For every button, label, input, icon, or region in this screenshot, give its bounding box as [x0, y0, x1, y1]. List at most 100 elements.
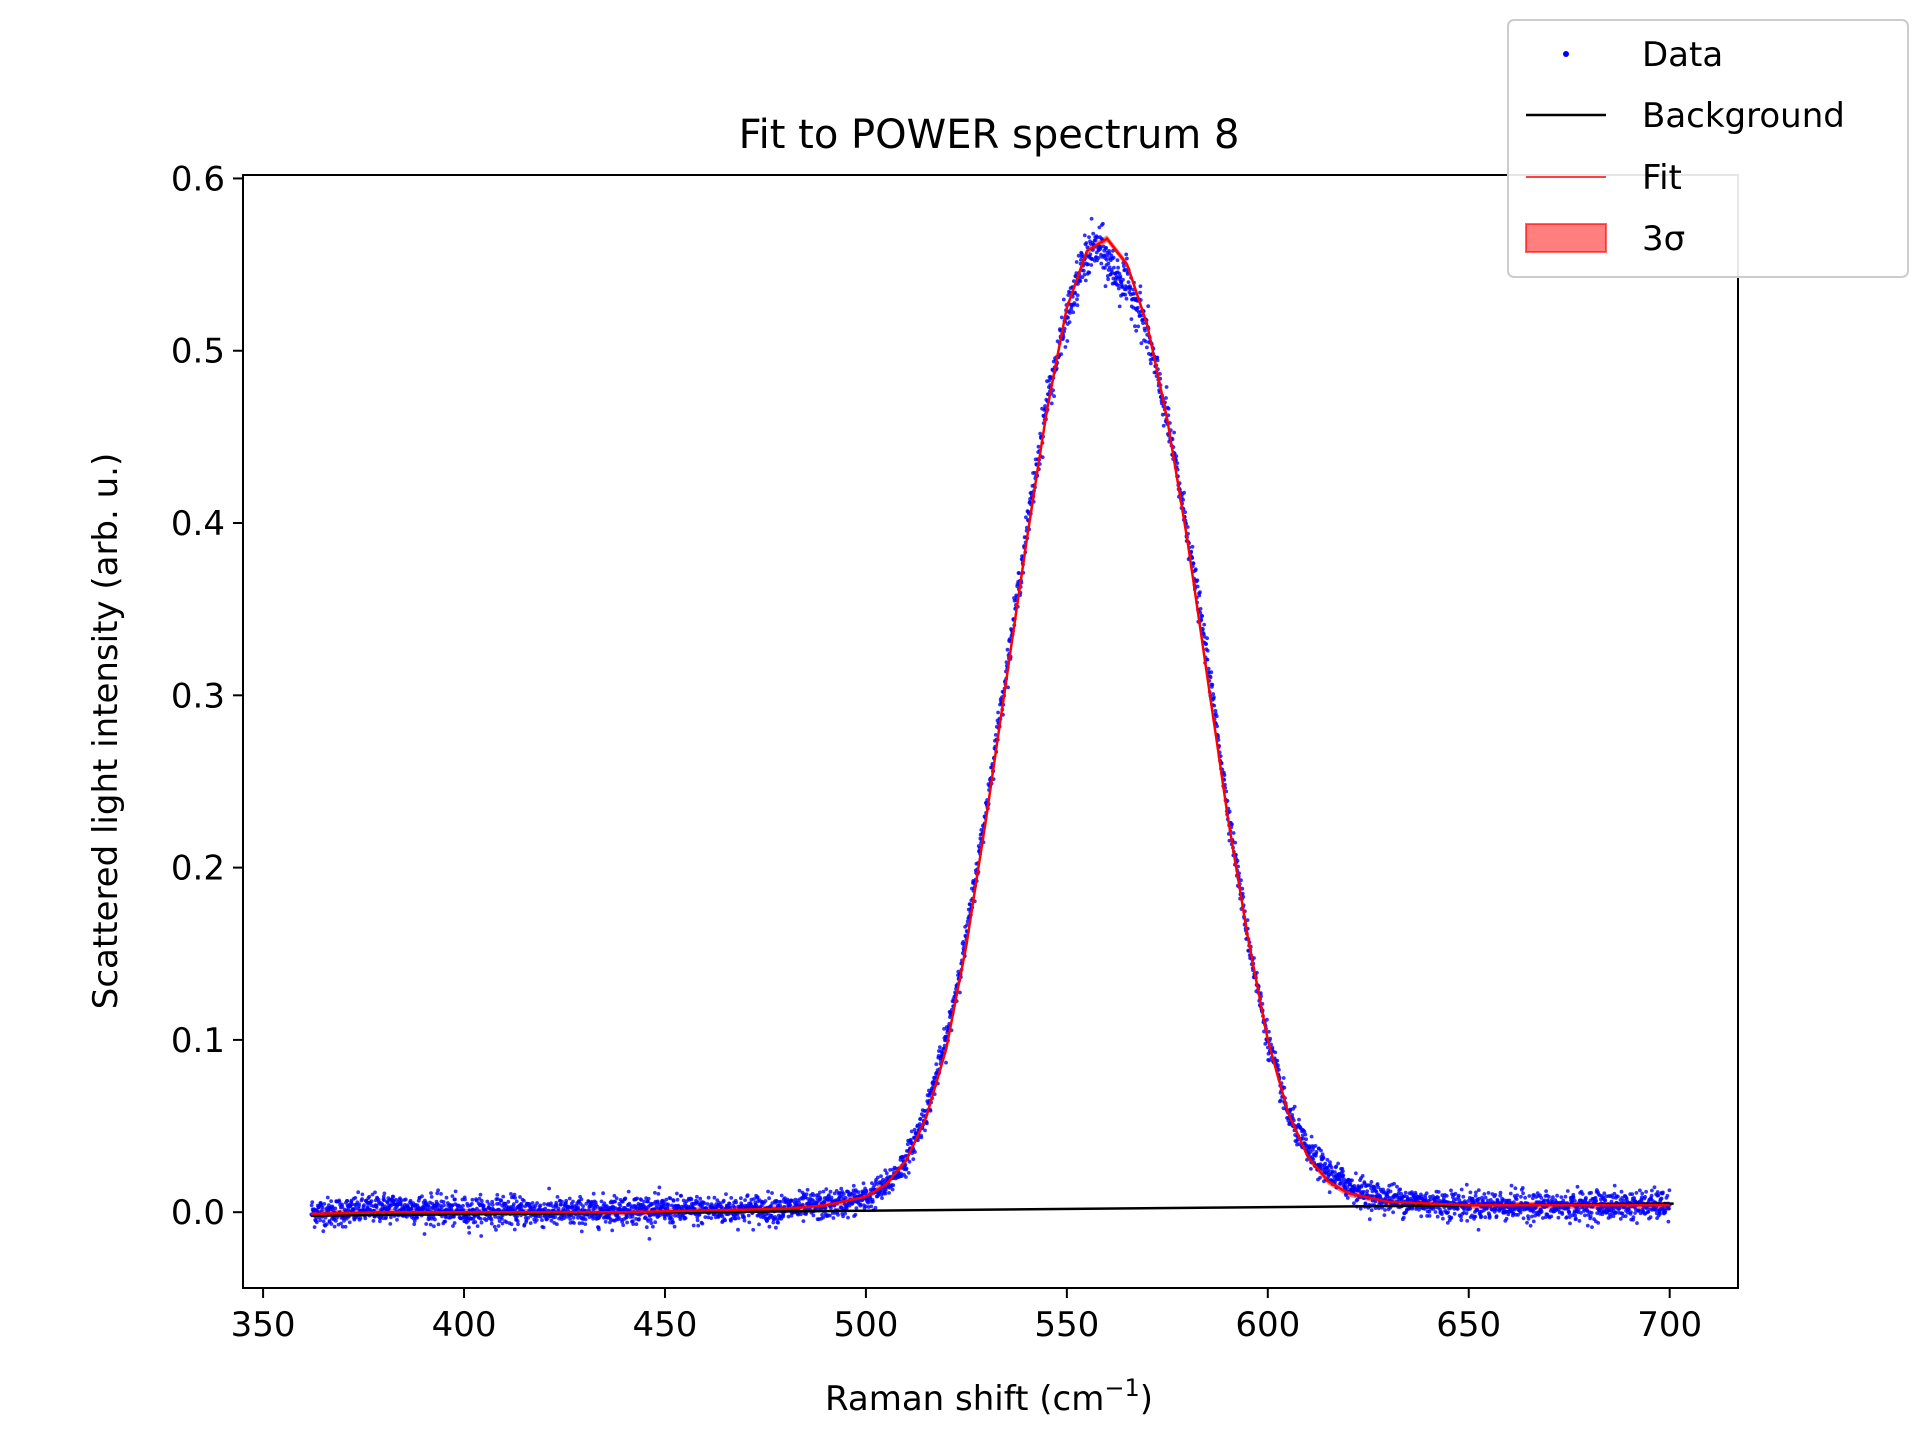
data-point: [1175, 461, 1180, 465]
legend-label: 3σ: [1642, 219, 1685, 259]
data-point: [595, 1204, 600, 1209]
data-point: [1116, 265, 1120, 270]
data-point: [1075, 303, 1080, 308]
data-point: [1635, 1221, 1639, 1225]
data-point: [1403, 1190, 1408, 1195]
data-point: [564, 1198, 569, 1203]
data-point: [1074, 260, 1079, 264]
data-point: [495, 1193, 500, 1197]
data-point: [443, 1219, 448, 1224]
data-point: [1164, 396, 1168, 400]
data-point: [511, 1202, 516, 1206]
data-point: [1336, 1161, 1340, 1166]
data-point: [911, 1157, 916, 1161]
data-point: [1518, 1210, 1523, 1215]
data-point: [1128, 285, 1133, 290]
data-point: [1204, 642, 1208, 646]
fit-curve: [311, 237, 1670, 1216]
data-point: [1367, 1217, 1372, 1222]
data-point: [1378, 1194, 1383, 1199]
data-point: [1544, 1189, 1548, 1193]
data-point: [583, 1222, 588, 1226]
data-point: [1571, 1195, 1576, 1200]
data-point: [1530, 1196, 1535, 1201]
data-point: [703, 1215, 708, 1219]
data-point: [1087, 235, 1091, 240]
data-point: [467, 1231, 472, 1235]
data-point: [683, 1216, 688, 1220]
data-point: [894, 1166, 898, 1171]
data-point: [487, 1202, 492, 1207]
data-point: [554, 1200, 559, 1205]
data-point: [560, 1199, 564, 1204]
data-point: [1508, 1191, 1513, 1196]
data-point: [1136, 324, 1141, 329]
data-point: [353, 1196, 358, 1200]
data-point: [1589, 1211, 1594, 1215]
data-point: [432, 1224, 436, 1229]
data-point: [1555, 1193, 1559, 1198]
data-point: [1542, 1198, 1547, 1203]
data-point: [1185, 525, 1190, 529]
data-point: [1661, 1190, 1665, 1195]
data-point: [1588, 1214, 1593, 1219]
data-point: [623, 1196, 628, 1201]
data-point: [663, 1216, 667, 1221]
data-point: [818, 1190, 822, 1195]
data-point: [1155, 358, 1160, 363]
data-point: [509, 1192, 513, 1196]
data-point: [1341, 1173, 1346, 1178]
data-point: [555, 1222, 559, 1227]
data-point: [790, 1199, 795, 1203]
data-point: [836, 1213, 840, 1217]
data-point: [577, 1221, 582, 1226]
data-point: [439, 1192, 443, 1196]
data-point: [1527, 1194, 1532, 1198]
data-point: [1277, 1067, 1281, 1072]
data-point: [721, 1198, 726, 1203]
data-point: [1473, 1193, 1478, 1198]
data-point: [1143, 328, 1147, 333]
data-point: [880, 1196, 884, 1200]
data-point: [1067, 320, 1072, 324]
x-tick-label: 350: [231, 1305, 296, 1345]
data-point: [797, 1201, 802, 1205]
data-point: [1106, 277, 1110, 282]
data-point: [1111, 249, 1115, 253]
data-point: [329, 1199, 333, 1203]
data-point: [1433, 1210, 1438, 1214]
data-point: [1392, 1181, 1396, 1186]
data-point: [822, 1200, 827, 1205]
data-point: [818, 1197, 823, 1201]
data-point: [1360, 1174, 1365, 1178]
data-point: [621, 1223, 626, 1227]
y-tick-label: 0.2: [171, 849, 225, 889]
data-point: [723, 1218, 727, 1223]
data-point: [629, 1204, 634, 1208]
data-point: [450, 1194, 455, 1198]
data-point: [1065, 339, 1070, 343]
data-point: [906, 1171, 911, 1175]
data-point: [1103, 284, 1108, 289]
data-point: [1539, 1196, 1544, 1200]
data-point: [1072, 301, 1077, 305]
data-point: [1485, 1206, 1489, 1211]
data-point: [403, 1197, 408, 1202]
data-point: [1201, 632, 1206, 636]
data-point: [543, 1206, 548, 1211]
data-point: [1101, 221, 1105, 226]
data-point: [1640, 1191, 1645, 1196]
data-point: [1059, 352, 1064, 356]
data-point: [1309, 1134, 1314, 1139]
data-point: [1355, 1197, 1360, 1202]
data-point: [1523, 1195, 1527, 1200]
data-point: [1311, 1157, 1316, 1161]
data-point: [1032, 470, 1037, 475]
legend-label: Data: [1642, 35, 1723, 75]
data-point: [811, 1213, 816, 1218]
data-point: [1276, 1063, 1280, 1068]
data-point: [1596, 1221, 1601, 1225]
data-point: [1376, 1185, 1381, 1190]
data-point: [553, 1215, 558, 1219]
data-point: [572, 1221, 576, 1225]
